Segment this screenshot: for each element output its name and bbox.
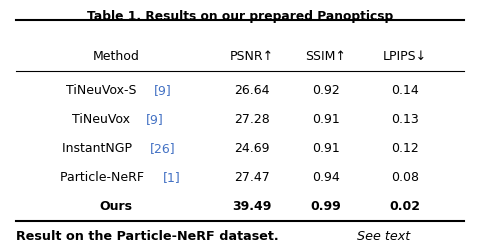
Text: [1]: [1]: [163, 171, 180, 184]
Text: 0.91: 0.91: [312, 142, 340, 155]
Text: 27.28: 27.28: [234, 113, 270, 126]
Text: Method: Method: [93, 50, 139, 63]
Text: 0.08: 0.08: [391, 171, 419, 184]
Text: Table 1. Results on our prepared Panopticsp: Table 1. Results on our prepared Panopti…: [87, 10, 393, 23]
Text: InstantNGP [26]: InstantNGP [26]: [66, 142, 166, 155]
Text: TiNeuVox: TiNeuVox: [72, 113, 134, 126]
Text: 0.92: 0.92: [312, 84, 340, 97]
Text: PSNR↑: PSNR↑: [230, 50, 274, 63]
Text: 26.64: 26.64: [234, 84, 270, 97]
Text: Result on the Particle-NeRF dataset.: Result on the Particle-NeRF dataset.: [16, 230, 278, 243]
Text: LPIPS↓: LPIPS↓: [383, 50, 427, 63]
Text: TiNeuVox-S: TiNeuVox-S: [66, 84, 141, 97]
Text: SSIM↑: SSIM↑: [305, 50, 347, 63]
Text: 0.91: 0.91: [312, 113, 340, 126]
Text: TiNeuVox [9]: TiNeuVox [9]: [76, 113, 156, 126]
Text: 0.14: 0.14: [391, 84, 419, 97]
Text: Particle-NeRF: Particle-NeRF: [60, 171, 148, 184]
Text: 0.12: 0.12: [391, 142, 419, 155]
Text: 0.02: 0.02: [389, 200, 420, 213]
Text: 0.99: 0.99: [311, 200, 341, 213]
Text: Result on the Particle-NeRF dataset.: Result on the Particle-NeRF dataset.: [16, 230, 278, 243]
Text: TiNeuVox-S [9]: TiNeuVox-S [9]: [70, 84, 162, 97]
Text: Ours: Ours: [99, 200, 132, 213]
Text: 39.49: 39.49: [232, 200, 272, 213]
Text: [9]: [9]: [145, 113, 163, 126]
Text: Particle-NeRF [1]: Particle-NeRF [1]: [63, 171, 169, 184]
Text: 27.47: 27.47: [234, 171, 270, 184]
Text: InstantNGP: InstantNGP: [62, 142, 136, 155]
Text: 24.69: 24.69: [234, 142, 270, 155]
Text: [9]: [9]: [154, 84, 171, 97]
Text: See text: See text: [353, 230, 410, 243]
Text: 0.94: 0.94: [312, 171, 340, 184]
Text: [26]: [26]: [150, 142, 176, 155]
Text: 0.13: 0.13: [391, 113, 419, 126]
